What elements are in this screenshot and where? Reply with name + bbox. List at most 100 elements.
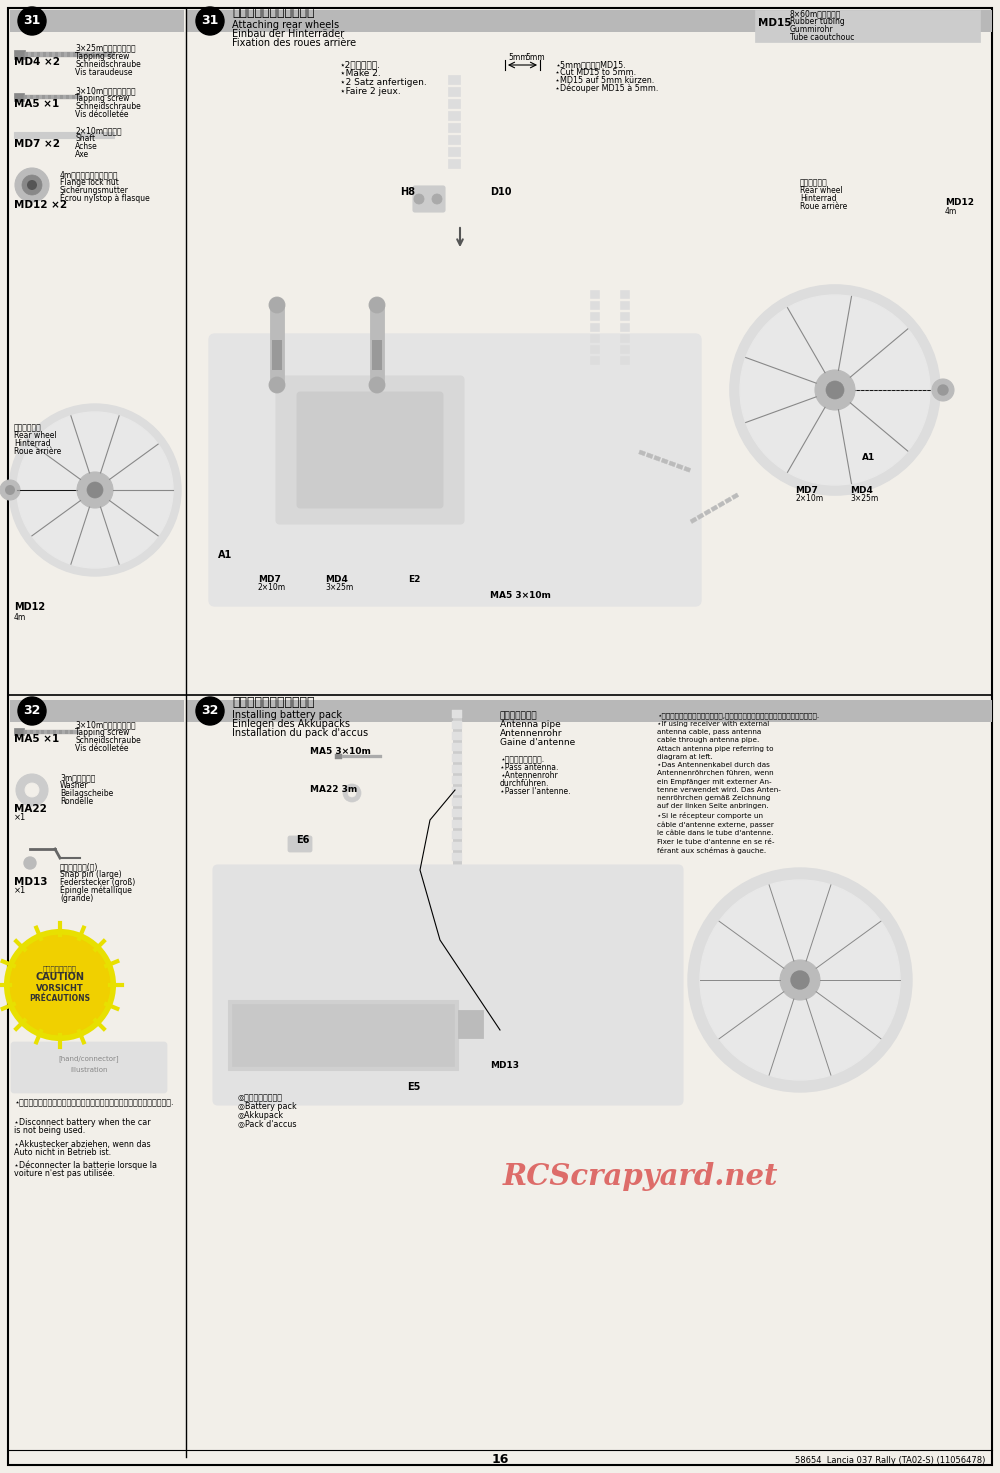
Bar [14,133,114,138]
Text: ⋆Passer l'antenne.: ⋆Passer l'antenne. [500,787,570,795]
Bar [14,50,25,59]
Text: Vis décolletée: Vis décolletée [75,110,128,119]
Circle shape [826,382,844,399]
Text: ⋆5mmに切ったMD15.: ⋆5mmに切ったMD15. [555,60,626,69]
Text: 2×10m: 2×10m [795,493,823,502]
Circle shape [87,482,103,498]
Bar [60,94,63,99]
Bar [639,449,646,455]
Text: Vis taraudeuse: Vis taraudeuse [75,68,132,77]
Text: Achse: Achse [75,141,98,152]
Bar [66,94,69,99]
Text: ◎Pack d'accus: ◎Pack d'accus [238,1119,296,1128]
Circle shape [15,168,49,202]
Text: Rear wheel: Rear wheel [800,186,843,194]
Text: Beilagscheibe: Beilagscheibe [60,790,113,798]
Text: 5mm: 5mm [508,53,528,62]
Circle shape [348,790,356,797]
Bar [91,52,94,57]
Text: Hinterrad: Hinterrad [800,194,837,203]
Bar [335,754,342,759]
Text: Gaine d'antenne: Gaine d'antenne [500,738,575,747]
Bar [684,467,691,473]
Text: VORSICHT: VORSICHT [36,984,84,993]
Bar [42,94,45,99]
Circle shape [932,379,954,401]
Bar [661,458,668,464]
Bar [448,147,460,156]
Text: MD13: MD13 [490,1061,519,1069]
Bar [590,290,599,298]
Text: 4m: 4m [945,208,957,217]
Text: Einlegen des Akkupacks: Einlegen des Akkupacks [232,719,350,729]
Circle shape [5,929,115,1040]
Text: 走行用バッテリーの搭載: 走行用バッテリーの搭載 [232,697,314,709]
Text: E5: E5 [407,1083,420,1091]
Circle shape [688,868,912,1091]
Text: Tapping screw: Tapping screw [75,52,129,60]
Bar [55,52,58,57]
Text: H8: H8 [400,187,415,197]
Text: ◎Battery pack: ◎Battery pack [238,1102,297,1111]
Bar [14,93,24,102]
Circle shape [17,412,173,569]
Bar [448,124,460,133]
Text: Installation du pack d'accus: Installation du pack d'accus [232,728,368,738]
Text: ◎走行用バッテリー: ◎走行用バッテリー [238,1093,283,1102]
Bar [79,52,82,57]
Bar [452,820,462,828]
Text: RCScrapyard.net: RCScrapyard.net [502,1162,778,1192]
Text: (grande): (grande) [60,894,93,903]
Bar [24,731,79,734]
Text: ⋆MD15 auf 5mm kürzen.: ⋆MD15 auf 5mm kürzen. [555,77,654,85]
Text: is not being used.: is not being used. [14,1125,85,1136]
Text: illustration: illustration [70,1066,108,1072]
Text: アンテナパイプ: アンテナパイプ [500,711,538,720]
Text: 32: 32 [23,704,41,717]
Text: Fixation des roues arrière: Fixation des roues arrière [232,38,356,49]
Bar [646,452,653,458]
Bar [452,798,462,806]
Circle shape [730,284,940,495]
Bar [54,94,57,99]
Bar [30,731,33,734]
Bar [43,52,46,57]
Text: 2×10m: 2×10m [258,583,286,592]
Text: ⋆Pass antenna.: ⋆Pass antenna. [500,763,558,772]
Text: voiture n'est pas utilisée.: voiture n'est pas utilisée. [14,1168,115,1178]
Text: E6: E6 [296,835,309,846]
Text: 31: 31 [201,15,219,28]
Text: Rondelle: Rondelle [60,797,93,806]
Text: 32: 32 [201,704,219,717]
Bar [620,323,629,331]
Bar [620,356,629,364]
Bar [24,94,82,99]
Bar [10,10,184,32]
Text: MD12 ×2: MD12 ×2 [14,200,67,211]
Text: スナップピン(大): スナップピン(大) [60,862,98,871]
Bar [711,505,718,511]
Circle shape [414,194,424,203]
Text: ⋆Antennenrohr: ⋆Antennenrohr [500,770,558,781]
Bar [10,700,184,722]
Text: Schneidschraube: Schneidschraube [75,736,141,745]
Bar [448,87,460,96]
Text: Tube caoutchouc: Tube caoutchouc [790,32,854,43]
Bar [103,52,106,57]
Bar [14,728,24,735]
Text: 4m: 4m [14,613,26,622]
Circle shape [369,298,385,312]
Bar [30,94,33,99]
Bar [65,731,68,734]
Text: 2×10mシャフト: 2×10mシャフト [75,127,122,136]
Text: ⋆2 Satz anfertigen.: ⋆2 Satz anfertigen. [340,78,427,87]
Text: 3×25mタッピングビス: 3×25mタッピングビス [75,43,136,52]
Text: Schneidschraube: Schneidschraube [75,102,141,110]
Bar [61,52,64,57]
Circle shape [9,404,181,576]
Circle shape [18,697,46,725]
Bar [590,356,599,364]
Circle shape [780,960,820,1000]
Bar [31,52,34,57]
Circle shape [0,480,20,499]
